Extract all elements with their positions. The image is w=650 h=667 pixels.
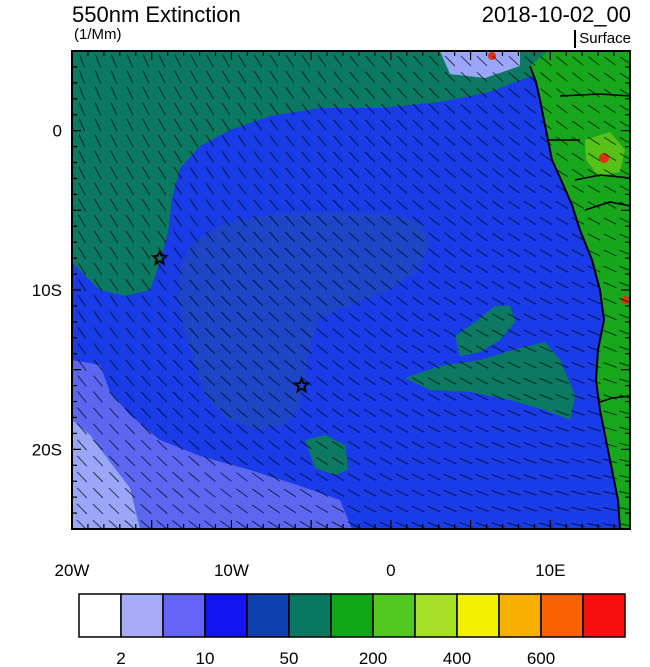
map-title: 550nm Extinction xyxy=(72,2,241,27)
colorbar-swatch xyxy=(288,593,332,638)
extinction-field xyxy=(72,51,630,529)
hotspot-east xyxy=(621,296,629,304)
colorbar-swatch xyxy=(582,593,626,638)
hotspot-top xyxy=(488,52,496,60)
hotspot-north xyxy=(599,153,609,163)
datetime-label: 2018-10-02_00 xyxy=(481,2,631,27)
colorbar-swatch xyxy=(456,593,500,638)
x-tick-label: 10E xyxy=(535,561,565,580)
x-tick-label: 20W xyxy=(55,561,90,580)
y-axis-ticks xyxy=(72,50,630,530)
colorbar-label: 10 xyxy=(196,649,215,667)
units-label: (1/Mm) xyxy=(74,26,122,43)
x-axis-labels: 20W 10W 0 10E xyxy=(55,561,566,580)
colorbar-swatch xyxy=(120,593,164,638)
x-axis-ticks xyxy=(71,51,631,529)
colorbar-label: 200 xyxy=(359,649,387,667)
coastline xyxy=(529,65,630,529)
colorbar-label: 50 xyxy=(280,649,299,667)
coastal-teal-band xyxy=(405,342,575,420)
star-marker-north xyxy=(150,248,169,266)
wind-vectors xyxy=(76,54,630,529)
x-tick-label: 10W xyxy=(214,561,249,580)
star-marker-south xyxy=(292,376,311,394)
southwest-light-blue-band xyxy=(72,360,352,529)
northeast-light-blue-patch xyxy=(440,51,520,78)
southwest-lowest-band xyxy=(72,420,140,529)
y-tick-label: 0 xyxy=(53,122,62,141)
level-label: Surface xyxy=(574,30,631,48)
colorbar-swatch xyxy=(540,593,584,638)
y-tick-label: 10S xyxy=(32,281,62,300)
y-axis-labels: 0 10S 20S xyxy=(32,122,62,460)
colorbar-label: 600 xyxy=(527,649,555,667)
northern-teal-band xyxy=(72,51,548,296)
x-tick-label: 0 xyxy=(386,561,395,580)
colorbar-label: 400 xyxy=(443,649,471,667)
star-markers xyxy=(150,248,311,394)
colorbar xyxy=(78,593,626,638)
colorbar-swatch xyxy=(330,593,374,638)
colorbar-swatch xyxy=(414,593,458,638)
colorbar-swatch xyxy=(246,593,290,638)
colorbar-swatch xyxy=(372,593,416,638)
colorbar-swatch xyxy=(204,593,248,638)
colorbar-swatch xyxy=(498,593,542,638)
colorbar-swatch xyxy=(162,593,206,638)
y-tick-label: 20S xyxy=(32,440,62,459)
colorbar-labels: 2 10 50 200 400 600 xyxy=(116,649,555,667)
colorbar-swatch xyxy=(78,593,122,638)
colorbar-label: 2 xyxy=(116,649,125,667)
